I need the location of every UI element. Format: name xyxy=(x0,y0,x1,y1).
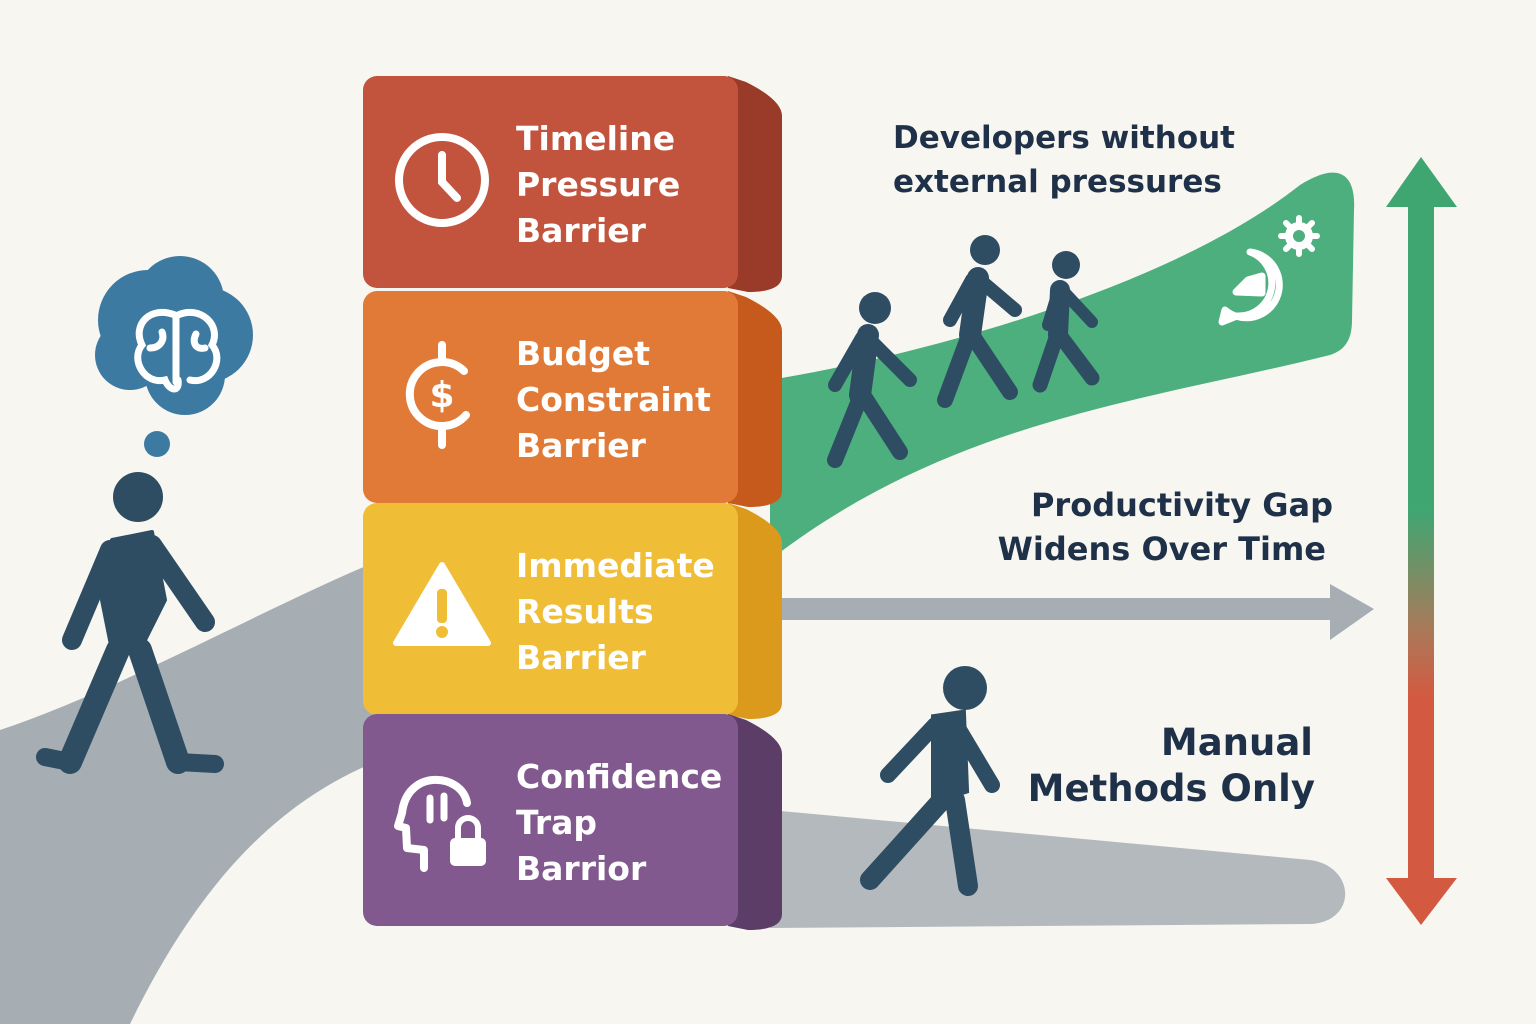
barrier-block-front xyxy=(363,76,738,288)
barrier-label-line: Immediate xyxy=(516,546,715,585)
barrier-block-side xyxy=(728,291,782,507)
barrier-label-line: Constraint xyxy=(516,380,711,419)
green-path xyxy=(770,172,1355,560)
barrier-block-side xyxy=(728,76,782,292)
barrier-label-line: Barrier xyxy=(516,211,647,250)
barrier-label-line: Barrior xyxy=(516,849,647,888)
barrier-label-line: Timeline xyxy=(516,119,675,158)
brain-icon xyxy=(134,308,221,393)
developer-figure-1 xyxy=(827,292,917,468)
manual-developer-figure xyxy=(860,666,1000,896)
clock-icon xyxy=(395,133,489,227)
barrier-block-2: $ Budget Constraint Barrier xyxy=(363,291,782,507)
label-bottom-line-1: Manual xyxy=(1161,721,1313,764)
developer-figure-3 xyxy=(1032,251,1100,393)
barrier-label-line: Barrier xyxy=(516,426,647,465)
barrier-block-3: Immediate Results Barrier xyxy=(363,503,782,719)
vertical-gap-arrow xyxy=(1386,157,1457,925)
label-manual-methods: Manual Methods Only xyxy=(1028,721,1315,810)
gray-path-bottom xyxy=(770,810,1346,928)
barrier-label-line: Confidence xyxy=(516,757,722,796)
barrier-block-front xyxy=(363,714,738,926)
label-developers-without-pressure: Developers without external pressures xyxy=(893,120,1235,200)
barrier-block-front xyxy=(363,503,738,715)
barrier-block-4: Confidence Trap Barrior xyxy=(363,714,782,930)
chat-icon xyxy=(1218,248,1283,326)
barrier-block-side xyxy=(728,503,782,719)
left-developer-figure xyxy=(36,472,224,774)
barrier-label-line: Trap xyxy=(516,803,597,842)
barrier-block-front xyxy=(363,291,738,503)
developer-figure-2 xyxy=(937,235,1022,408)
dollar-icon: $ xyxy=(405,341,470,449)
thought-bubble xyxy=(95,256,253,457)
gear-icon xyxy=(1278,215,1320,257)
label-top-line-2: external pressures xyxy=(893,164,1222,200)
barrier-block-side xyxy=(728,714,782,930)
label-middle-line-1: Productivity Gap xyxy=(1031,486,1333,524)
label-middle-line-2: Widens Over Time xyxy=(998,530,1326,568)
gray-path-left xyxy=(0,560,380,1024)
gap-arrow xyxy=(780,584,1374,640)
barrier-block-1: Timeline Pressure Barrier xyxy=(363,76,782,292)
svg-text:$: $ xyxy=(429,375,454,416)
label-top-line-1: Developers without xyxy=(893,120,1235,156)
barrier-label-line: Barrier xyxy=(516,638,647,677)
label-productivity-gap: Productivity Gap Widens Over Time xyxy=(998,486,1333,568)
label-bottom-line-2: Methods Only xyxy=(1028,767,1315,810)
head-lock-icon xyxy=(394,775,486,872)
barrier-label-line: Results xyxy=(516,592,654,631)
warning-icon xyxy=(393,562,491,646)
barrier-label-line: Budget xyxy=(516,334,650,373)
barrier-label-line: Pressure xyxy=(516,165,680,204)
